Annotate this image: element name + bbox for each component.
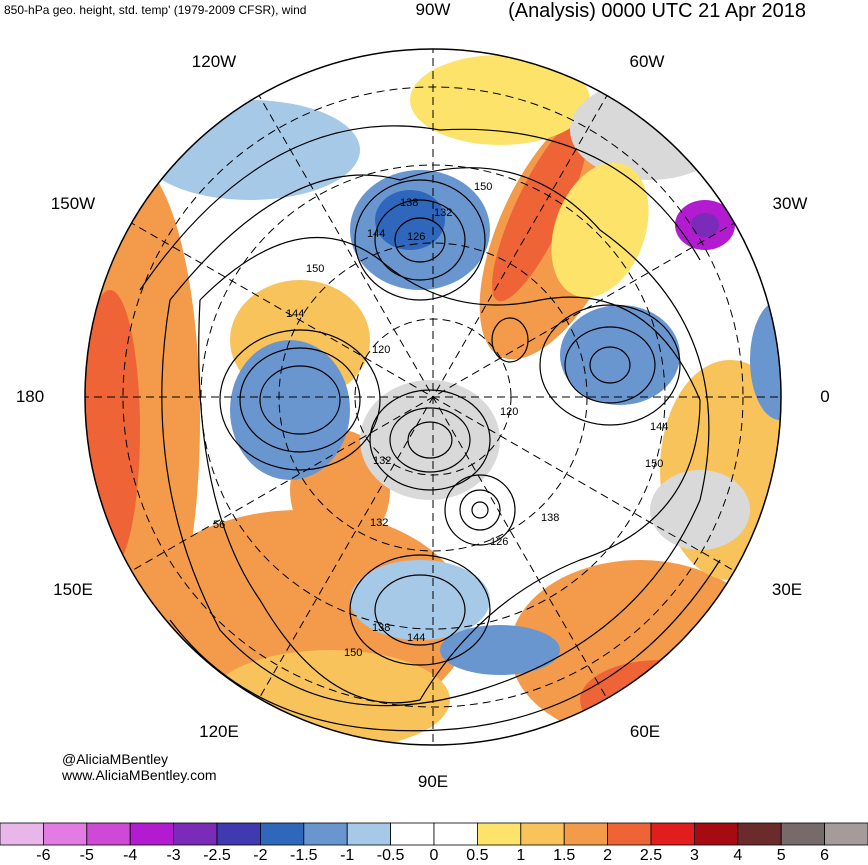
lon-label-0: 0: [820, 387, 830, 406]
colorbar-swatch: [563, 822, 609, 846]
colorbar-swatch: [780, 822, 826, 846]
contour-label: 126: [490, 536, 508, 548]
contour-label: 138: [372, 622, 390, 634]
colorbar-swatch: [216, 822, 261, 846]
contour-label: 132: [373, 455, 391, 467]
colorbar-swatch: [346, 822, 392, 846]
lon-label-150w: 150W: [50, 194, 96, 213]
contour-label: 120: [372, 344, 390, 356]
contour-label: 150: [306, 263, 324, 275]
lon-label-120w: 120W: [191, 52, 237, 71]
colorbar-swatch: [43, 822, 88, 846]
colorbar-swatch: [433, 822, 478, 846]
colorbar-swatch: [737, 822, 782, 846]
contour-label: 150: [645, 458, 663, 470]
contour-label: 120: [500, 406, 518, 418]
colorbar-tick-label: -4: [123, 847, 138, 864]
colorbar-tick-label: -1.5: [290, 847, 318, 864]
colorbar-swatch: [173, 822, 218, 846]
lon-label-180: 180: [15, 387, 45, 406]
credit-handle: @AliciaMBentley: [62, 751, 169, 767]
meridians: [85, 49, 781, 745]
colorbar-tick-label: 1.5: [553, 847, 576, 864]
colorbar-tick-label: -6: [36, 847, 51, 864]
lon-label-60e: 60E: [629, 722, 661, 741]
height-contours: [139, 125, 721, 732]
lon-label-30w: 30W: [772, 194, 808, 213]
contour-label: 150: [344, 647, 362, 659]
colorbar-swatch: [390, 822, 435, 846]
colorbar-swatch: [129, 822, 174, 846]
map-title: 850-hPa geo. height, std. temp' (1979-20…: [4, 3, 307, 17]
colorbar-tick-label: 1: [516, 847, 526, 864]
contour-label-group: 150 138 132 144 126 150 144 120 120 144 …: [213, 181, 668, 659]
contour-label: 132: [434, 207, 452, 219]
contour-label: 56: [213, 519, 225, 531]
credit-website: www.AliciaMBentley.com: [62, 767, 217, 783]
colorbar-tick-label: 3: [689, 847, 699, 864]
colorbar-tick-label: 4: [733, 847, 743, 864]
lon-label-90e: 90E: [417, 772, 449, 791]
colorbar-swatch: [303, 822, 348, 846]
lon-label-120e: 120E: [199, 722, 239, 741]
colorbar-tick-label: 0: [429, 847, 439, 864]
colorbar-swatch: [476, 822, 522, 846]
contour-label: 138: [400, 197, 418, 209]
colorbar-swatch: [86, 822, 131, 846]
contour-label: 144: [286, 308, 304, 320]
colorbar-swatch: [259, 822, 305, 846]
colorbar-tick-label: 2: [603, 847, 613, 864]
colorbar-tick-label: 6: [820, 847, 830, 864]
contour-label: 132: [370, 517, 388, 529]
lon-label-90w: 90W: [415, 0, 451, 19]
contour-label: 150: [474, 181, 492, 193]
colorbar: [0, 822, 868, 846]
colorbar-tick-label: 5: [776, 847, 786, 864]
lon-label-60w: 60W: [629, 52, 665, 71]
map-boundary: [84, 48, 782, 746]
contour-label: 144: [407, 632, 425, 644]
colorbar-swatch: [0, 822, 44, 846]
colorbar-tick-label: -2: [253, 847, 268, 864]
colorbar-tick-label: -1: [340, 847, 355, 864]
colorbar-swatch: [607, 822, 652, 846]
colorbar-tick-label: -5: [79, 847, 94, 864]
analysis-time: (Analysis) 0000 UTC 21 Apr 2018: [508, 0, 806, 22]
contour-label: 144: [367, 228, 385, 240]
colorbar-tick-label: -2.5: [203, 847, 231, 864]
colorbar-tick-label: -0.5: [376, 847, 405, 864]
lon-label-30e: 30E: [771, 580, 803, 599]
colorbar-swatch: [650, 822, 695, 846]
contour-label: 126: [407, 231, 425, 243]
polar-map: 150 138 132 144 126 150 144 120 120 144 …: [84, 48, 782, 746]
colorbar-tick-label: 0.5: [466, 847, 489, 864]
colorbar-swatch: [824, 822, 868, 846]
lon-label-150e: 150E: [53, 580, 93, 599]
contour-label: 144: [650, 421, 668, 433]
contour-label: 138: [541, 512, 559, 524]
colorbar-swatch: [694, 822, 739, 846]
colorbar-swatch: [520, 822, 565, 846]
colorbar-tick-label: 2.5: [639, 847, 663, 864]
colorbar-tick-label: -3: [166, 847, 181, 864]
